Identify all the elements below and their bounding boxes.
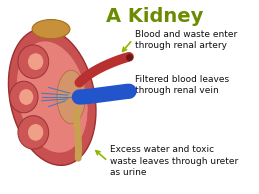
Ellipse shape xyxy=(19,89,33,105)
Text: Blood and waste enter
through renal artery: Blood and waste enter through renal arte… xyxy=(135,29,237,50)
Ellipse shape xyxy=(28,53,43,70)
Ellipse shape xyxy=(9,29,96,165)
Ellipse shape xyxy=(18,45,49,78)
Text: Excess water and toxic
waste leaves through ureter
as urine: Excess water and toxic waste leaves thro… xyxy=(110,146,238,177)
Ellipse shape xyxy=(10,81,38,113)
Ellipse shape xyxy=(16,41,88,153)
Text: A Kidney: A Kidney xyxy=(106,7,204,26)
Text: Filtered blood leaves
through renal vein: Filtered blood leaves through renal vein xyxy=(135,74,229,95)
Ellipse shape xyxy=(28,124,43,141)
Ellipse shape xyxy=(32,20,70,39)
Ellipse shape xyxy=(18,116,49,149)
Ellipse shape xyxy=(57,70,85,124)
